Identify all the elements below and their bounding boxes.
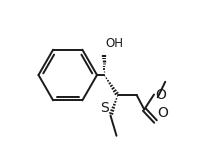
Text: S: S [100, 101, 109, 115]
Text: O: O [157, 106, 168, 120]
Text: O: O [155, 88, 166, 102]
Text: OH: OH [106, 37, 124, 50]
